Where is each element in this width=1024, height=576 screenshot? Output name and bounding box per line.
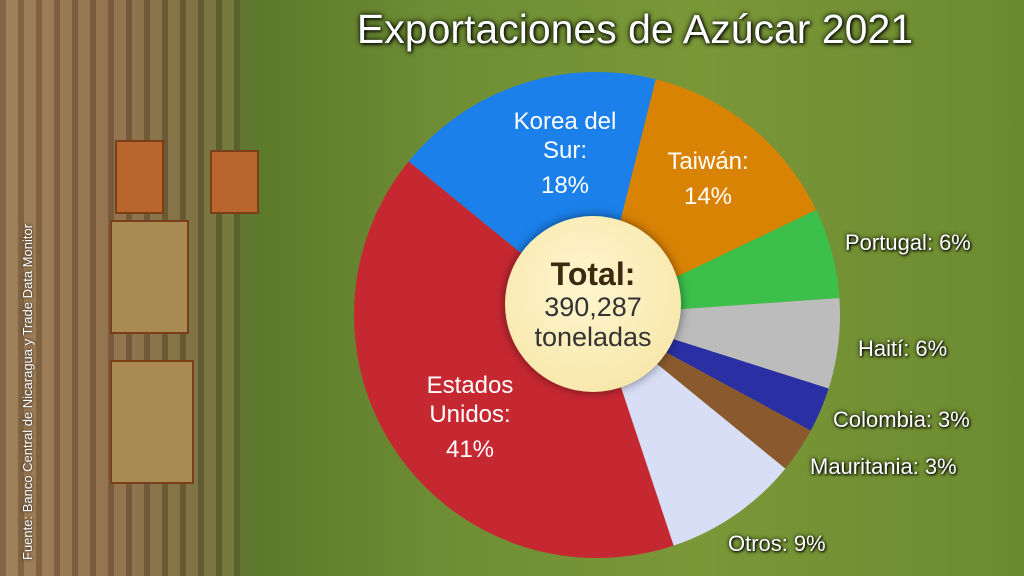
value-label: 6% (939, 230, 971, 255)
total-value: 390,287 (544, 292, 642, 322)
chart-title: Exportaciones de Azúcar 2021 (356, 6, 914, 52)
category-label: Otros: (728, 531, 788, 556)
slice-label: Estados Unidos: 41% (395, 372, 545, 464)
value-label: 6% (915, 336, 948, 361)
category-label: Colombia: (833, 407, 933, 432)
total-badge: Total: 390,287 toneladas (505, 216, 681, 392)
value-label: 3% (924, 454, 957, 479)
category-label: Portugal: (845, 230, 934, 255)
value-label: 14% (683, 182, 733, 210)
wagon (110, 360, 194, 484)
pie-slice (354, 161, 674, 558)
source-note: Fuente: Banco Central de Nicaragua y Tra… (20, 223, 35, 560)
category-label: Haití: (858, 336, 910, 361)
slice-label: Mauritania: 3% (810, 454, 957, 480)
value-label: 18% (540, 171, 590, 199)
slice-label: Korea del Sur: 18% (505, 108, 625, 200)
category-label: Mauritania: (810, 454, 919, 479)
tractor (115, 140, 164, 214)
category-label: Taiwán: (667, 148, 749, 175)
slice-label: Colombia: 3% (833, 407, 970, 433)
category-label: Estados Unidos: (426, 372, 514, 428)
slice-label: Otros: 9% (728, 531, 826, 557)
wagon (110, 220, 189, 334)
slice-label: Portugal: 6% (845, 230, 971, 256)
slice-label: Haití: 6% (858, 336, 947, 362)
tractor (210, 150, 259, 214)
slice-label: Taiwán: 14% (648, 148, 768, 212)
category-label: Korea del Sur: (513, 108, 617, 164)
value-label: 41% (445, 435, 495, 463)
value-label: 3% (938, 407, 970, 432)
total-label: Total: (550, 256, 636, 292)
total-unit: toneladas (534, 321, 652, 352)
value-label: 9% (793, 531, 826, 556)
